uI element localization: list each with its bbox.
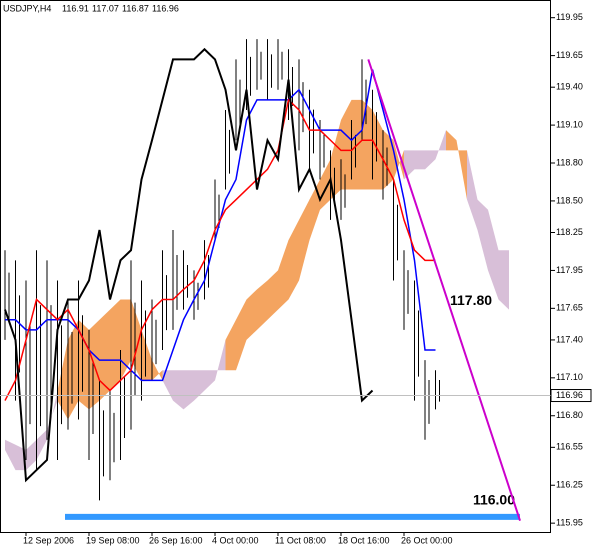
y-tick-label: 119.40 bbox=[556, 82, 583, 92]
cloud-segment bbox=[99, 309, 110, 401]
cloud-segment bbox=[467, 150, 478, 230]
x-tick-label: 26 Sep 16:00 bbox=[149, 535, 203, 545]
trend-line bbox=[367, 59, 521, 521]
cloud-segment bbox=[204, 370, 215, 391]
cloud-segment bbox=[435, 130, 446, 160]
x-tick-label: 18 Oct 16:00 bbox=[338, 535, 390, 545]
cloud-segment bbox=[36, 429, 47, 460]
cloud-segment bbox=[5, 439, 16, 471]
cloud-segment bbox=[194, 370, 205, 401]
level-label: 116.00 bbox=[473, 492, 515, 508]
cloud-segment bbox=[57, 339, 68, 420]
cloud-segment bbox=[110, 299, 121, 391]
cloud-segment bbox=[152, 360, 163, 381]
y-tick-label: 116.25 bbox=[556, 480, 583, 490]
cloud-segment bbox=[47, 390, 58, 440]
cloud-segment bbox=[278, 240, 289, 310]
cloud-segment bbox=[246, 289, 257, 340]
cloud-segment bbox=[183, 370, 194, 410]
y-tick-label: 119.95 bbox=[556, 12, 583, 22]
cloud-segment bbox=[68, 319, 79, 420]
y-tick-label: 118.50 bbox=[556, 195, 583, 205]
x-tick-label: 12 Sep 2006 bbox=[23, 535, 74, 545]
y-tick-label: 119.10 bbox=[556, 119, 583, 129]
cloud-segment bbox=[225, 319, 236, 371]
y-tick-label: 117.95 bbox=[556, 265, 583, 275]
y-tick-label: 118.25 bbox=[556, 227, 583, 237]
ohlc-value: 116.91 bbox=[62, 3, 89, 13]
last-price-box bbox=[550, 389, 592, 403]
cloud-segment bbox=[267, 270, 278, 320]
ohlc-value: 116.96 bbox=[152, 3, 179, 13]
cloud-segment bbox=[78, 319, 89, 410]
ohlc-value: 116.87 bbox=[122, 3, 149, 13]
symbol: USDJPY,H4 bbox=[3, 3, 51, 13]
cloud-segment bbox=[341, 99, 352, 190]
cloud-segment bbox=[299, 199, 310, 281]
last-price-label: 116.96 bbox=[556, 390, 583, 400]
y-tick-label: 118.80 bbox=[556, 157, 583, 167]
cloud-segment bbox=[215, 339, 226, 381]
y-tick-label: 117.10 bbox=[556, 372, 583, 382]
cloud-segment bbox=[404, 150, 415, 180]
y-tick-label: 116.80 bbox=[556, 410, 583, 420]
x-tick-label: 4 Oct 00:00 bbox=[212, 535, 259, 545]
cloud-segment bbox=[26, 439, 37, 471]
cloud-segment bbox=[393, 140, 404, 180]
y-tick-label: 119.65 bbox=[556, 50, 583, 60]
cloud-segment bbox=[288, 219, 299, 300]
cloud-segment bbox=[456, 140, 467, 200]
cloud-segment bbox=[362, 99, 373, 190]
indicator-line bbox=[4, 47, 374, 483]
cloud-segment bbox=[162, 370, 173, 401]
cloud-segment bbox=[425, 150, 436, 170]
x-tick-label: 11 Oct 08:00 bbox=[275, 535, 326, 545]
cloud-segment bbox=[414, 150, 425, 170]
cloud-segment bbox=[330, 120, 341, 200]
cloud-segment bbox=[173, 370, 184, 410]
cloud-segment bbox=[446, 130, 457, 151]
trend-label: 117.80 bbox=[450, 292, 492, 308]
y-tick-label: 117.65 bbox=[556, 303, 583, 313]
cloud-segment bbox=[236, 299, 247, 371]
ohlc-value: 117.07 bbox=[92, 3, 119, 13]
cloud-segment bbox=[141, 329, 152, 381]
indicator-line bbox=[4, 98, 436, 401]
y-tick-label: 117.40 bbox=[556, 334, 583, 344]
cloud-segment bbox=[383, 130, 394, 190]
cloud-segment bbox=[488, 209, 499, 300]
y-tick-label: 115.95 bbox=[556, 518, 583, 528]
cloud-segment bbox=[498, 250, 509, 310]
x-tick-label: 26 Oct 00:00 bbox=[401, 535, 453, 545]
cloud-segment bbox=[257, 280, 268, 330]
x-tick-label: 19 Sep 08:00 bbox=[86, 535, 140, 545]
cloud-segment bbox=[120, 299, 131, 381]
cloud-segment bbox=[477, 199, 488, 271]
y-tick-label: 116.55 bbox=[556, 442, 583, 452]
plot-frame bbox=[0, 0, 551, 533]
cloud-segment bbox=[320, 159, 331, 210]
